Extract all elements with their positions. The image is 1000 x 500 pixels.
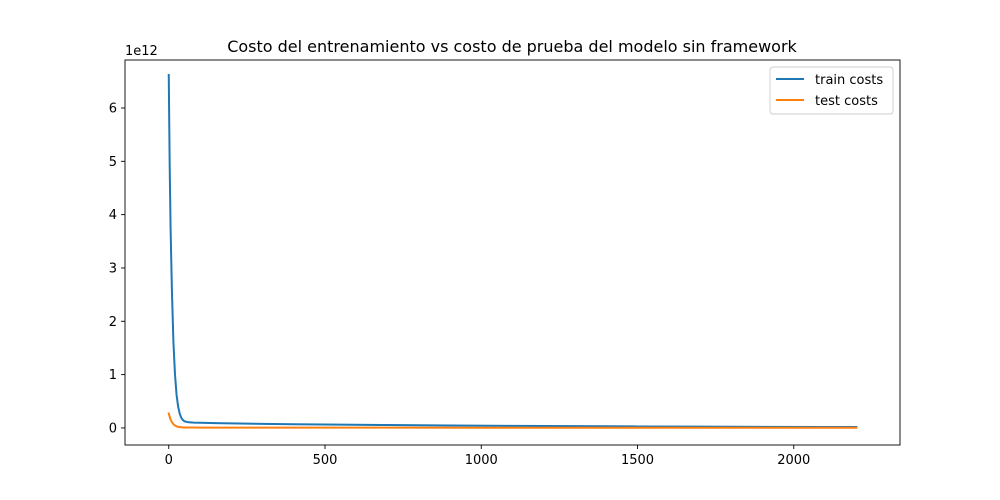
x-tick-label: 1000 [465, 453, 498, 468]
x-tick-label: 1500 [621, 453, 654, 468]
chart-title: Costo del entrenamiento vs costo de prue… [227, 37, 797, 56]
axes-frame [124, 59, 901, 446]
y-tick-label: 3 [109, 261, 117, 276]
plot-area [125, 60, 900, 445]
legend-label-test-costs: test costs [815, 94, 878, 109]
y-axis: 0 1 2 3 4 5 6 [109, 101, 125, 436]
legend: train costs test costs [769, 66, 894, 115]
y-tick-label: 6 [109, 101, 117, 116]
axes-background [125, 60, 900, 445]
y-tick-label: 0 [109, 421, 117, 436]
y-tick-label: 5 [109, 155, 117, 170]
x-axis: 0 500 1000 1500 2000 [165, 445, 810, 468]
y-tick-label: 1 [109, 368, 117, 383]
x-tick-label: 2000 [777, 453, 810, 468]
legend-label-train-costs: train costs [815, 73, 883, 88]
y-tick-label: 4 [109, 208, 117, 223]
series-line-test-costs [167, 412, 858, 429]
axes-border [124, 59, 901, 446]
x-tick-label: 500 [313, 453, 338, 468]
y-tick-label: 2 [109, 315, 117, 330]
y-offset-label: 1e12 [125, 44, 158, 59]
series-line-train-costs [167, 73, 858, 429]
series-layer [167, 73, 858, 429]
x-tick-label: 0 [165, 453, 173, 468]
